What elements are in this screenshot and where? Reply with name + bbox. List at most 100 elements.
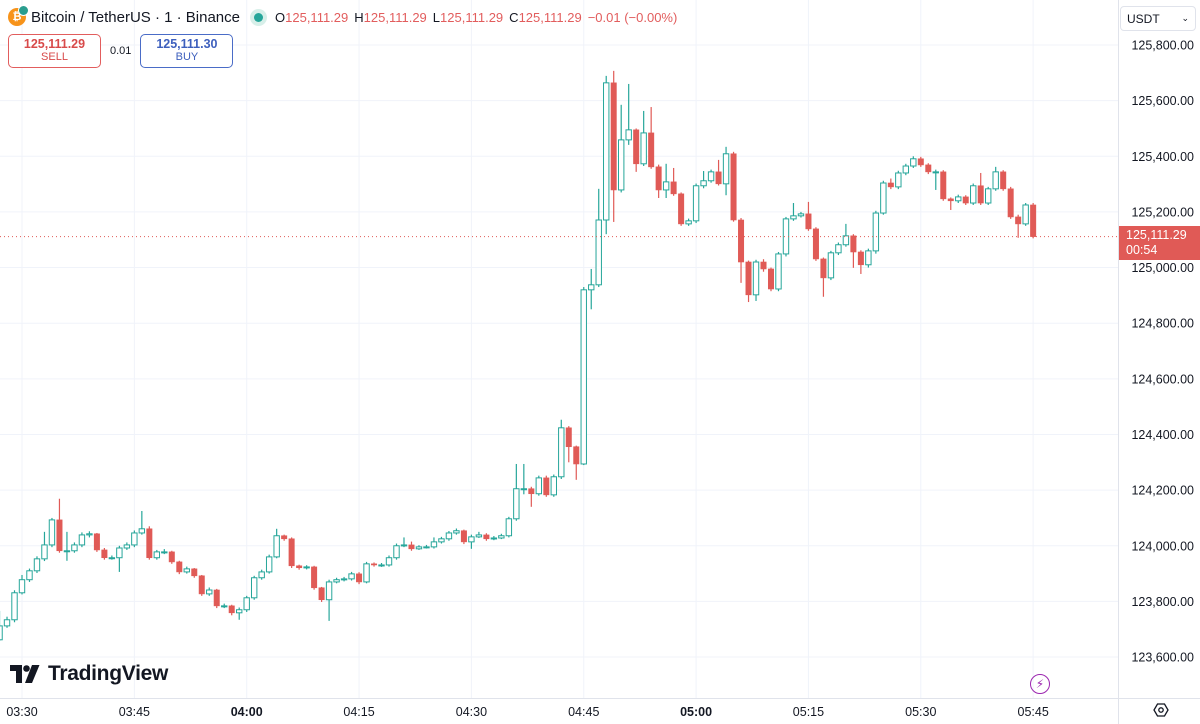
candle-body [880,182,887,214]
candle-up [183,566,190,574]
low-label: L [432,9,441,25]
buy-button[interactable]: 125,111.30 BUY [140,34,234,68]
candle-up [153,549,161,560]
candle-up [33,556,41,574]
candle-body [460,530,467,543]
candle-body [228,605,235,614]
buy-price: 125,111.30 [156,37,218,51]
symbol-legend: ₿ Bitcoin / TetherUS · 1 · Binance O 125,… [8,5,683,26]
currency-selector[interactable]: USDT ⌄ [1120,6,1196,31]
candle-down [745,260,752,303]
candle-body [356,573,363,583]
candle-up [468,534,475,549]
open-label: O [275,9,286,25]
price-axis[interactable]: 125,800.00 125,600.00 125,400.00 125,200.00… [1131,39,1194,665]
candle-up [1022,203,1029,226]
candle-down [805,201,812,231]
candle-up [827,250,835,281]
price-tick-label: 124,800.00 [1131,317,1194,331]
candle-body [438,538,445,543]
candle-body [288,538,295,567]
candle-body [1015,216,1022,225]
candle-body [558,427,565,478]
candle-up [393,543,400,560]
price-tick-label: 125,600.00 [1131,94,1194,108]
candle-body [790,215,797,220]
symbol-title[interactable]: Bitcoin / TetherUS · 1 · Binance [31,8,240,26]
lightning-icon[interactable]: ⚡︎ [1030,674,1050,694]
candle-up [498,533,505,540]
candle-down [528,486,535,507]
time-axis[interactable]: 03:30 03:45 04:00 04:15 04:30 04:45 05:00 05:15… [6,705,1048,719]
candle-body [11,592,18,621]
candle-body [692,185,700,222]
candle-down [483,533,490,541]
candle-body [648,132,655,168]
candle-body [303,566,310,569]
candle-body [400,544,408,547]
candle-up [535,475,543,496]
candle-body [191,568,198,577]
candle-body [453,530,460,534]
high-label: H [354,9,364,25]
tradingview-logo[interactable]: TradingView [10,662,168,686]
settings-icon[interactable] [1153,702,1169,718]
candle-body [610,82,617,191]
candle-body [550,476,557,496]
bitcoin-icon: ₿ [8,5,29,26]
candle-up [243,595,250,612]
candle-up [116,545,123,572]
candle-body [183,568,190,573]
candle-body [415,546,423,550]
candle-up [603,75,610,235]
candle-up [513,463,520,521]
candle-body [633,129,640,165]
candle-up [0,610,3,641]
candle-body [371,563,378,566]
candle-body [820,258,827,279]
candle-up [595,188,602,288]
candle-up [797,211,805,218]
close-value: 125,111.29 [518,9,582,25]
candle-body [1022,204,1029,225]
candle-body [985,188,992,204]
candle-down [730,151,737,222]
candle-down [887,178,894,190]
candle-up [348,571,355,581]
candle-up [378,563,385,567]
candle-body [865,250,872,266]
candle-up [992,166,999,191]
candle-up [273,528,280,559]
candle-body [206,589,213,595]
candle-up [895,170,902,190]
candle-up [333,577,340,584]
candle-down [760,259,767,272]
candle-up [108,555,116,560]
candle-up [438,536,445,544]
candle-up [363,561,370,584]
candle-up [505,516,513,538]
candle-body [977,185,984,204]
candle-body [333,579,340,583]
candle-body [221,605,228,608]
sell-button[interactable]: 125,111.29 SELL [8,34,101,68]
time-tick-label: 05:15 [793,705,824,719]
candle-body [48,519,56,546]
brand-name: TradingView [48,662,169,685]
close-label: C [509,9,519,25]
candle-down [213,588,220,609]
candle-up [236,607,243,620]
candle-up [580,287,587,466]
candle-down [371,562,378,567]
trade-panel: 125,111.29 SELL 0.01 125,111.30 BUY [8,34,234,68]
candle-body [887,182,894,188]
candle-down [101,547,108,560]
candle-body [363,563,370,583]
open-value: 125,111.29 [285,9,349,25]
candle-down [198,574,205,596]
candle-up [250,575,258,600]
candle-up [700,171,707,189]
price-tick-label: 124,600.00 [1131,372,1194,386]
candle-body [513,488,520,520]
